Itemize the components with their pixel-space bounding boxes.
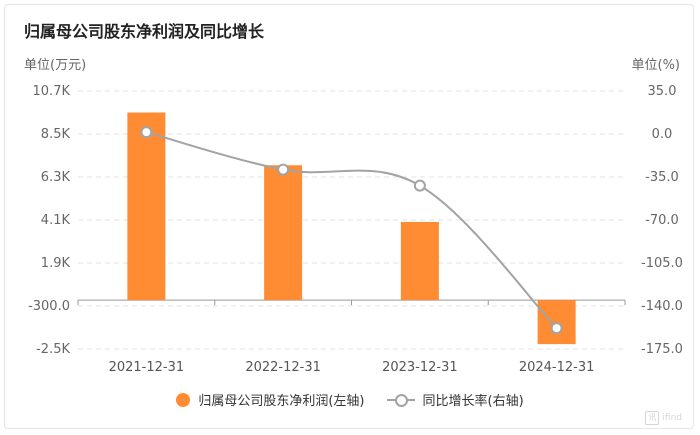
x-tick-label: 2022-12-31 (245, 360, 321, 375)
right-tick-label: -70.0 (645, 213, 679, 228)
left-tick-label: -300.0 (28, 299, 70, 314)
watermark-text: ifind (662, 413, 682, 423)
right-tick-label: 0.0 (652, 127, 673, 142)
bar (127, 112, 166, 301)
bar-swatch-icon (176, 392, 191, 407)
watermark-icon: 讯 (645, 411, 660, 425)
right-axis-unit: 单位(%) (631, 58, 681, 73)
chart-legend: 归属母公司股东净利润(左轴) 同比增长率(右轴) (0, 390, 700, 409)
right-tick-label: -140.0 (641, 299, 683, 314)
left-tick-label: -2.5K (36, 342, 70, 357)
growth-point (140, 126, 153, 139)
legend-item-bar[interactable]: 归属母公司股东净利润(左轴) (176, 390, 365, 409)
legend-bar-label: 归属母公司股东净利润(左轴) (198, 394, 365, 409)
left-axis-unit: 单位(万元) (24, 58, 87, 73)
chart-card (4, 4, 694, 429)
left-tick-label: 8.5K (41, 127, 71, 142)
x-tick-label: 2024-12-31 (519, 360, 595, 375)
growth-point (277, 163, 290, 176)
left-tick-label: 10.7K (33, 84, 71, 99)
growth-line (146, 131, 558, 329)
bar (400, 221, 439, 301)
right-tick-label: -35.0 (645, 170, 679, 185)
legend-item-line[interactable]: 同比增长率(右轴) (386, 390, 524, 409)
right-tick-label: -105.0 (641, 256, 683, 271)
right-tick-label: 35.0 (648, 84, 677, 99)
x-tick-label: 2021-12-31 (109, 360, 185, 375)
growth-point (413, 179, 426, 192)
left-tick-label: 6.3K (41, 170, 71, 185)
right-tick-label: -175.0 (641, 342, 683, 357)
growth-point (550, 322, 563, 335)
bar (264, 165, 303, 301)
chart-title: 归属母公司股东净利润及同比增长 (24, 22, 265, 41)
left-tick-label: 4.1K (41, 213, 71, 228)
line-swatch-icon (386, 393, 415, 407)
x-tick-label: 2023-12-31 (382, 360, 458, 375)
legend-line-label: 同比增长率(右轴) (422, 394, 524, 409)
watermark-logo: 讯 ifind (645, 411, 682, 425)
left-tick-label: 1.9K (41, 256, 71, 271)
